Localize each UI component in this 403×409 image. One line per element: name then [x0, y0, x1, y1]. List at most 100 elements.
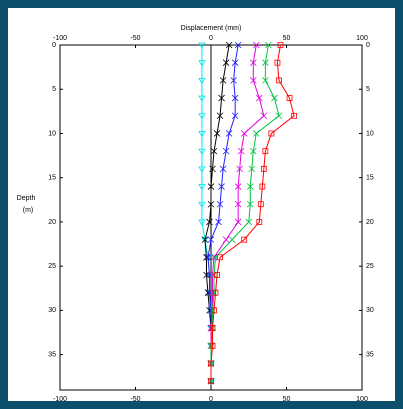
marker — [228, 236, 236, 243]
y-tick-label: 35 — [48, 351, 56, 358]
y-axis-label: Depth — [17, 195, 36, 202]
marker — [209, 342, 216, 349]
marker — [275, 112, 283, 120]
marker — [259, 183, 266, 190]
marker — [257, 201, 264, 208]
marker — [249, 59, 257, 66]
marker — [240, 130, 248, 137]
y-tick-label: 30 — [48, 307, 56, 314]
marker — [213, 130, 221, 137]
marker — [230, 77, 237, 84]
marker — [198, 131, 206, 138]
marker — [208, 378, 214, 385]
marker — [262, 148, 269, 155]
marker — [203, 271, 210, 279]
marker — [204, 254, 212, 261]
marker — [209, 325, 216, 331]
y-tick-label-right: 5 — [366, 86, 370, 93]
marker — [198, 113, 206, 120]
y-tick-label-right: 35 — [366, 351, 374, 358]
marker — [210, 254, 218, 261]
y-tick-label-right: 15 — [366, 175, 374, 182]
marker — [198, 95, 206, 102]
marker — [260, 112, 268, 120]
marker — [234, 41, 242, 49]
marker — [216, 200, 224, 208]
x-tick-label-bottom: 100 — [356, 396, 368, 403]
y-tick-label: 20 — [48, 219, 56, 226]
marker — [291, 112, 297, 119]
marker — [262, 77, 269, 84]
marker — [218, 94, 225, 102]
y-tick-label: 15 — [48, 175, 56, 182]
y-tick-label-right: 20 — [366, 219, 374, 226]
marker — [253, 130, 260, 137]
marker — [234, 200, 242, 208]
marker — [260, 165, 267, 172]
marker — [206, 218, 213, 226]
marker — [234, 218, 242, 226]
marker — [198, 148, 206, 155]
marker — [219, 165, 227, 173]
marker — [268, 130, 275, 137]
marker — [248, 165, 256, 173]
marker — [246, 183, 254, 190]
x-tick-label-bottom: -100 — [53, 396, 67, 403]
marker — [207, 200, 215, 208]
marker — [274, 59, 281, 66]
marker — [265, 41, 272, 49]
y-tick-label-right: 25 — [366, 263, 374, 270]
marker — [207, 236, 215, 243]
marker — [211, 307, 217, 314]
marker — [210, 271, 218, 279]
marker — [198, 219, 206, 226]
marker — [207, 377, 215, 385]
marker — [231, 112, 239, 120]
y-tick-label: 0 — [52, 42, 56, 49]
y-tick-label-right: 30 — [366, 307, 374, 314]
marker — [237, 147, 245, 155]
marker — [225, 130, 233, 137]
marker — [253, 41, 260, 49]
marker — [198, 184, 206, 191]
marker — [201, 236, 209, 243]
marker — [222, 59, 230, 66]
marker — [236, 165, 243, 173]
marker — [217, 254, 223, 261]
marker — [249, 77, 257, 84]
marker — [231, 59, 239, 66]
series-line — [210, 44, 295, 382]
x-tick-label-top: 0 — [209, 35, 213, 42]
marker — [198, 77, 206, 85]
chart-title: Displacement (mm) — [181, 25, 242, 32]
marker — [249, 147, 257, 155]
y-tick-label-right: 0 — [366, 42, 370, 49]
marker — [198, 166, 206, 173]
x-tick-label-top: 50 — [283, 35, 291, 42]
marker — [222, 147, 230, 155]
y-tick-label: 10 — [48, 130, 56, 137]
y-tick-label-right: 10 — [366, 130, 374, 137]
x-tick-label-top: -100 — [53, 35, 67, 42]
marker — [241, 236, 248, 243]
x-tick-label-bottom: 0 — [209, 396, 213, 403]
marker — [208, 360, 214, 367]
marker — [231, 94, 239, 102]
marker — [271, 94, 278, 102]
marker — [219, 77, 227, 84]
marker — [245, 218, 253, 226]
marker — [218, 183, 225, 190]
marker — [198, 42, 206, 49]
x-tick-label-bottom: 50 — [283, 396, 291, 403]
marker — [276, 77, 282, 84]
marker — [207, 183, 215, 190]
marker — [212, 289, 219, 296]
marker — [216, 112, 224, 120]
marker — [215, 218, 222, 226]
marker — [262, 59, 269, 66]
x-tick-label-bottom: -50 — [130, 396, 140, 403]
marker — [198, 201, 206, 209]
x-tick-label-top: -50 — [130, 35, 140, 42]
marker — [210, 147, 218, 155]
